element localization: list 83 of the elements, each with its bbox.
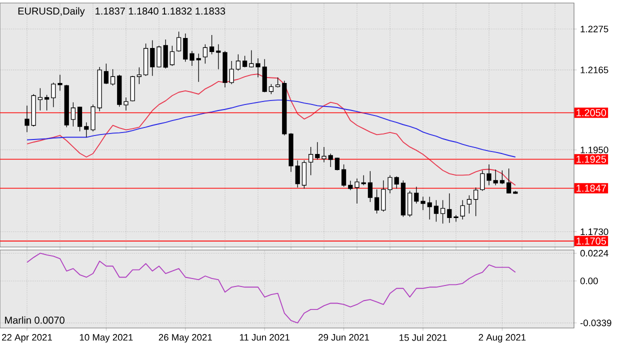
- x-tick-label: 2 Aug 2021: [478, 334, 526, 343]
- chart-title: EURUSD,Daily: [18, 7, 85, 17]
- candlestick: [150, 40, 155, 76]
- chart-subtitle: 1.1837 1.1840 1.1832 1.1833: [96, 8, 226, 15]
- candlestick: [216, 44, 221, 70]
- candlestick: [229, 60, 234, 84]
- x-tick-label: 10 May 2021: [80, 334, 133, 343]
- candlestick: [275, 77, 280, 88]
- candlestick: [190, 50, 194, 66]
- ref-line-label: 1.2050: [576, 109, 606, 116]
- candlestick: [486, 164, 492, 186]
- x-tick-label: 22 Apr 2021: [2, 334, 52, 343]
- candlestick: [500, 170, 505, 184]
- candlestick: [493, 169, 498, 186]
- candlestick: [136, 67, 142, 84]
- candlestick: [440, 200, 446, 224]
- candlestick: [341, 164, 346, 188]
- y-tick-label: 1.2275: [580, 26, 608, 32]
- candlestick: [328, 153, 333, 168]
- ref-line-label: 1.1705: [576, 238, 606, 245]
- candlestick: [414, 186, 419, 204]
- candlestick: [348, 180, 353, 190]
- candlestick: [156, 45, 162, 68]
- x-tick-label: 15 Jul 2021: [400, 334, 447, 341]
- candlestick: [236, 54, 241, 72]
- y-tick-label: 0.0224: [580, 250, 608, 257]
- ref-line-label: 1.1847: [576, 184, 606, 192]
- candlestick: [460, 200, 465, 220]
- x-tick-label: 11 Jun 2021: [240, 334, 290, 341]
- candlestick: [202, 44, 208, 64]
- text: Marlin 0.0070: [5, 316, 64, 324]
- candlestick: [368, 170, 373, 202]
- candlestick: [163, 39, 168, 69]
- candlestick: [322, 146, 326, 163]
- candlestick: [38, 88, 43, 111]
- candlestick: [44, 94, 50, 111]
- candlestick: [124, 97, 128, 111]
- x-tick-label: 29 Jun 2021: [318, 334, 370, 341]
- ref-line-label: 1.1925: [576, 156, 606, 163]
- candlestick: [302, 160, 307, 189]
- candlestick: [90, 104, 96, 132]
- candlestick: [176, 31, 182, 52]
- candlestick: [427, 196, 432, 220]
- x-tick-label: 26 May 2021: [158, 334, 212, 343]
- y-tick-label: -0.0339: [580, 320, 612, 326]
- candlestick: [506, 168, 512, 194]
- candlestick: [454, 214, 458, 222]
- candlestick: [394, 176, 399, 189]
- y-tick-label: 1.2165: [580, 66, 608, 74]
- y-tick-label: 0.00: [580, 278, 598, 284]
- candlestick: [196, 53, 201, 82]
- candlestick: [308, 146, 314, 176]
- candlestick: [77, 106, 82, 132]
- candlestick: [420, 196, 426, 211]
- candlestick: [388, 174, 392, 194]
- candlestick: [84, 122, 89, 138]
- candlestick: [249, 50, 254, 68]
- candlestick: [473, 187, 478, 216]
- candlestick: [334, 157, 340, 171]
- candlestick: [315, 142, 320, 160]
- candlestick: [110, 68, 116, 86]
- candlestick: [407, 190, 412, 218]
- candlestick: [183, 33, 188, 62]
- candlestick: [209, 34, 214, 55]
- candlestick: [268, 84, 274, 94]
- y-tick-label: 1.1730: [580, 228, 608, 236]
- candlestick: [295, 160, 300, 188]
- candlestick: [466, 194, 472, 214]
- candlestick: [24, 105, 30, 132]
- candlestick: [381, 180, 386, 212]
- candlestick: [374, 189, 380, 214]
- candlestick: [354, 178, 360, 204]
- candlestick: [70, 102, 76, 127]
- candlestick: [434, 200, 439, 222]
- candlestick: [242, 55, 248, 68]
- y-tick-label: 1.1950: [580, 146, 608, 154]
- candlestick: [170, 45, 175, 66]
- candlestick: [58, 74, 62, 92]
- candlestick: [480, 170, 485, 192]
- candlestick: [256, 58, 260, 78]
- candlestick: [447, 193, 452, 224]
- candlestick: [51, 82, 56, 108]
- candlestick: [104, 63, 109, 84]
